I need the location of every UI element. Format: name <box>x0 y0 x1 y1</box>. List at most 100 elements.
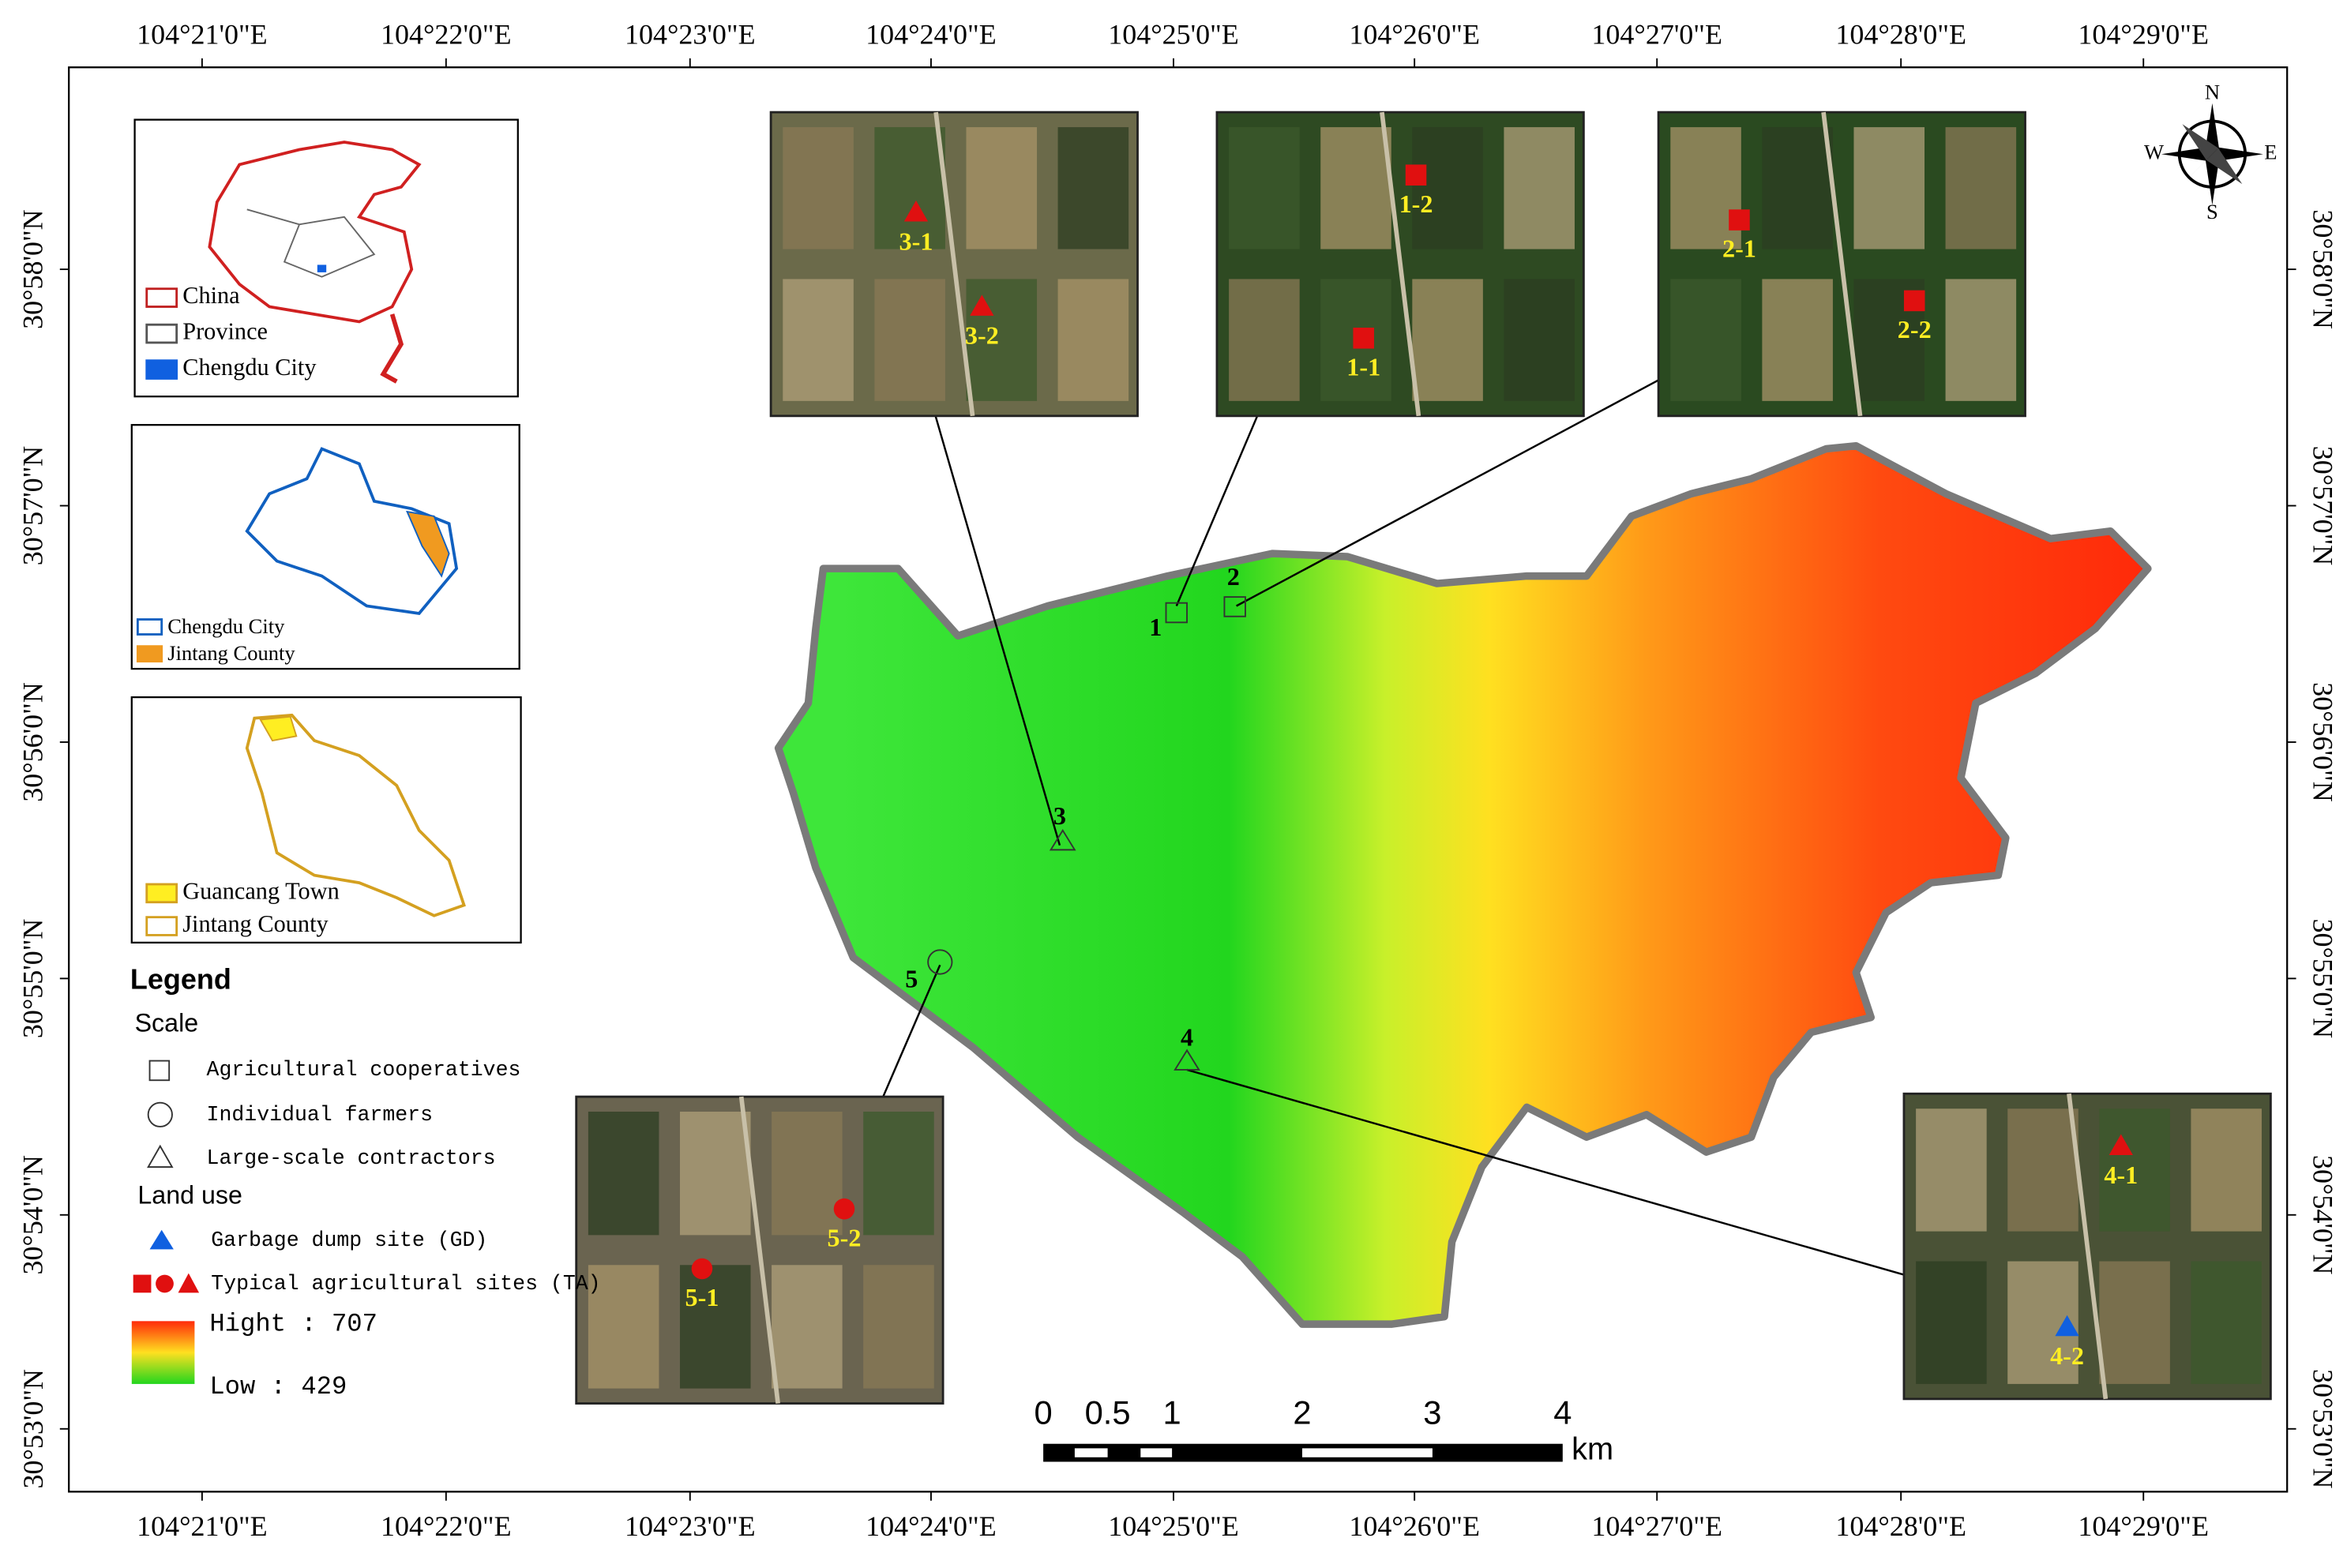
guancang-mark <box>259 715 298 742</box>
site-label: 1 <box>1149 613 1162 641</box>
inset-swatch <box>136 618 163 636</box>
lon-label: 104°22'0"E <box>381 19 512 51</box>
connector <box>1175 415 1259 606</box>
site-marker <box>1353 328 1374 349</box>
field <box>1504 127 1575 249</box>
road <box>1821 111 1863 417</box>
inset-frame <box>130 424 520 670</box>
site-marker <box>1903 290 1925 312</box>
field <box>1916 1108 1987 1232</box>
photo-label: 5-1 <box>685 1283 719 1311</box>
road <box>738 1096 780 1404</box>
field <box>1320 127 1391 249</box>
field <box>1229 127 1300 249</box>
site-label: 5 <box>905 965 918 993</box>
site-marker <box>970 294 994 316</box>
connector <box>1186 1068 1905 1276</box>
photo-label: 1-2 <box>1399 189 1433 218</box>
jintang-mark <box>405 510 450 578</box>
inset-frame <box>133 118 519 398</box>
field <box>874 127 945 249</box>
site-label: 3 <box>1053 801 1066 830</box>
legend-item: Garbage dump site (GD) <box>211 1229 487 1252</box>
scale-label: 4 <box>1553 1394 1572 1431</box>
legend-item: Typical agricultural sites (TA) <box>211 1272 600 1296</box>
site-marker <box>2055 1315 2079 1337</box>
photo-label: 2-1 <box>1722 234 1756 263</box>
inset-label: Chengdu City <box>182 354 317 381</box>
photo-label: 3-2 <box>965 321 999 350</box>
field <box>2099 1261 2170 1384</box>
inset-frame <box>130 696 522 944</box>
lon-label: 104°21'0"E <box>137 19 268 51</box>
compass-label: W <box>2144 140 2164 163</box>
lon-label: 104°23'0"E <box>625 19 756 51</box>
lon-label: 104°27'0"E <box>1591 1510 1722 1542</box>
field <box>783 279 854 401</box>
field <box>863 1112 934 1236</box>
compass-label: E <box>2264 140 2277 163</box>
scale-label: 0 <box>1035 1394 1053 1431</box>
field <box>1762 279 1833 401</box>
inset-label: Province <box>182 318 268 345</box>
connector <box>934 415 1061 846</box>
inset-swatch <box>145 883 178 904</box>
compass-point <box>2206 148 2243 185</box>
field <box>588 1112 659 1236</box>
lon-label: 104°27'0"E <box>1591 19 1722 51</box>
lat-label: 30°53'0"N <box>17 1369 49 1489</box>
lat-label: 30°57'0"N <box>17 446 49 566</box>
field <box>772 1112 843 1236</box>
lat-label: 30°54'0"N <box>2308 1155 2339 1275</box>
inset-label: Jintang County <box>182 910 329 937</box>
field <box>1057 279 1129 401</box>
photo-label: 5-2 <box>828 1223 862 1251</box>
field <box>1945 127 2017 249</box>
islands <box>380 313 404 384</box>
photo-label: 2-2 <box>1898 315 1932 343</box>
compass-point <box>2204 103 2221 155</box>
site-label: 4 <box>1181 1022 1193 1051</box>
scale-label: 3 <box>1423 1394 1441 1431</box>
scale-label: 2 <box>1293 1394 1311 1431</box>
lat-label: 30°54'0"N <box>17 1155 49 1275</box>
inset-swatch <box>145 287 178 308</box>
field <box>1670 127 1741 249</box>
road <box>1380 111 1421 417</box>
lon-label: 104°26'0"E <box>1349 19 1480 51</box>
lat-label: 30°55'0"N <box>2308 919 2339 1039</box>
field <box>1504 279 1575 401</box>
field <box>588 1265 659 1389</box>
field <box>2191 1108 2262 1232</box>
jintang-outline <box>245 713 466 917</box>
legend-symbol <box>148 1060 171 1082</box>
lon-label: 104°24'0"E <box>866 19 997 51</box>
site-marker <box>1405 164 1427 186</box>
field <box>1916 1261 1987 1384</box>
field <box>1670 279 1741 401</box>
photo-label: 1-1 <box>1346 352 1380 381</box>
legend-heading: Scale <box>135 1009 199 1037</box>
inset-label: Jintang County <box>167 641 295 665</box>
lon-label: 104°25'0"E <box>1108 19 1239 51</box>
site-symbol <box>1049 828 1076 851</box>
legend-symbol <box>156 1274 174 1293</box>
field <box>1853 127 1925 249</box>
inset-swatch <box>145 916 178 936</box>
field <box>2007 1108 2079 1232</box>
field <box>966 127 1038 249</box>
photo-label: 4-1 <box>2104 1161 2138 1189</box>
road <box>2067 1093 2109 1400</box>
site-marker <box>903 200 929 222</box>
site-symbol <box>927 949 953 975</box>
legend-symbol <box>147 1101 173 1127</box>
field <box>1412 127 1483 249</box>
site-marker <box>1729 209 1750 231</box>
legend-item: Low : 429 <box>209 1372 347 1401</box>
lon-label: 104°29'0"E <box>2078 19 2209 51</box>
field <box>679 1265 751 1389</box>
lat-label: 30°57'0"N <box>2308 446 2339 566</box>
lon-label: 104°28'0"E <box>1835 1510 1966 1542</box>
compass-label: S <box>2206 200 2218 223</box>
field <box>1762 127 1833 249</box>
